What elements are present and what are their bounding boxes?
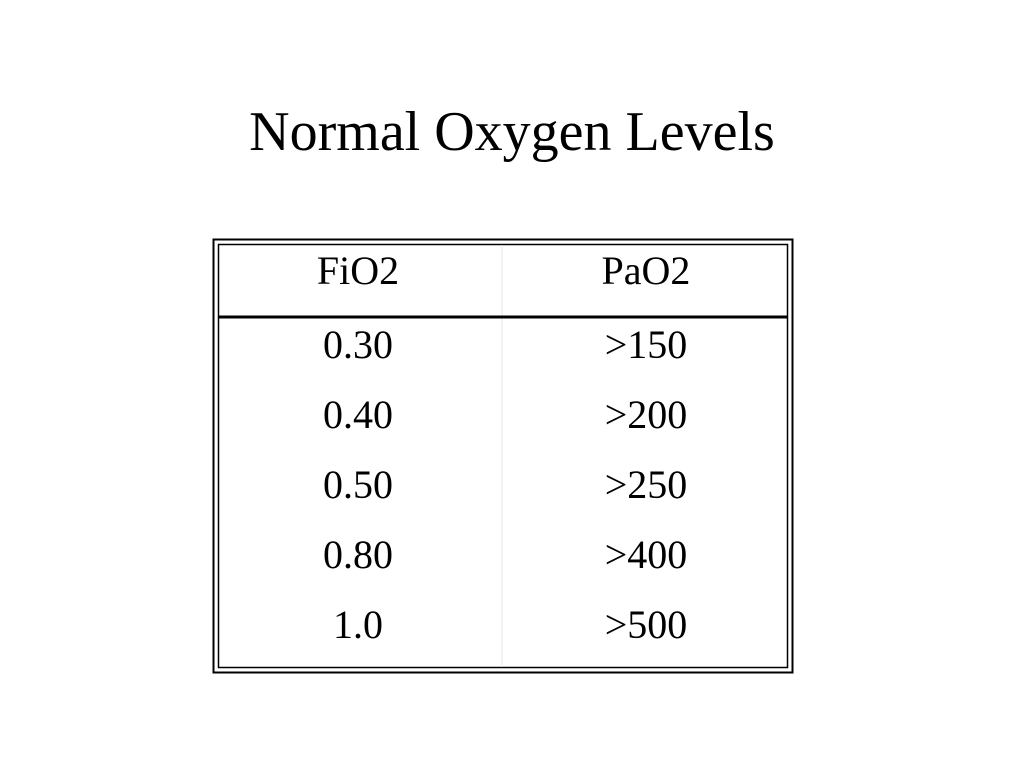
header-cell: FiO2	[317, 248, 399, 293]
table-frame	[212, 238, 794, 674]
table-cell: >250	[605, 462, 688, 507]
table-cell: >500	[605, 602, 688, 647]
table-cells: FiO2 PaO2 0.30 >150 0.40 >200 0.50 >250 0.80 >400…	[317, 248, 691, 647]
table-cell: 1.0	[333, 602, 383, 647]
inner-border	[217, 243, 789, 669]
outer-border	[212, 238, 794, 674]
table-cell: 0.80	[323, 532, 393, 577]
table-cell: 0.50	[323, 462, 393, 507]
table-cell: 0.30	[323, 322, 393, 367]
table-cell: >400	[605, 532, 688, 577]
table-cell: >150	[605, 322, 688, 367]
header-cell: PaO2	[602, 248, 691, 293]
slide-title: Normal Oxygen Levels	[249, 101, 775, 163]
table-cell: >200	[605, 392, 688, 437]
table-cell: 0.40	[323, 392, 393, 437]
